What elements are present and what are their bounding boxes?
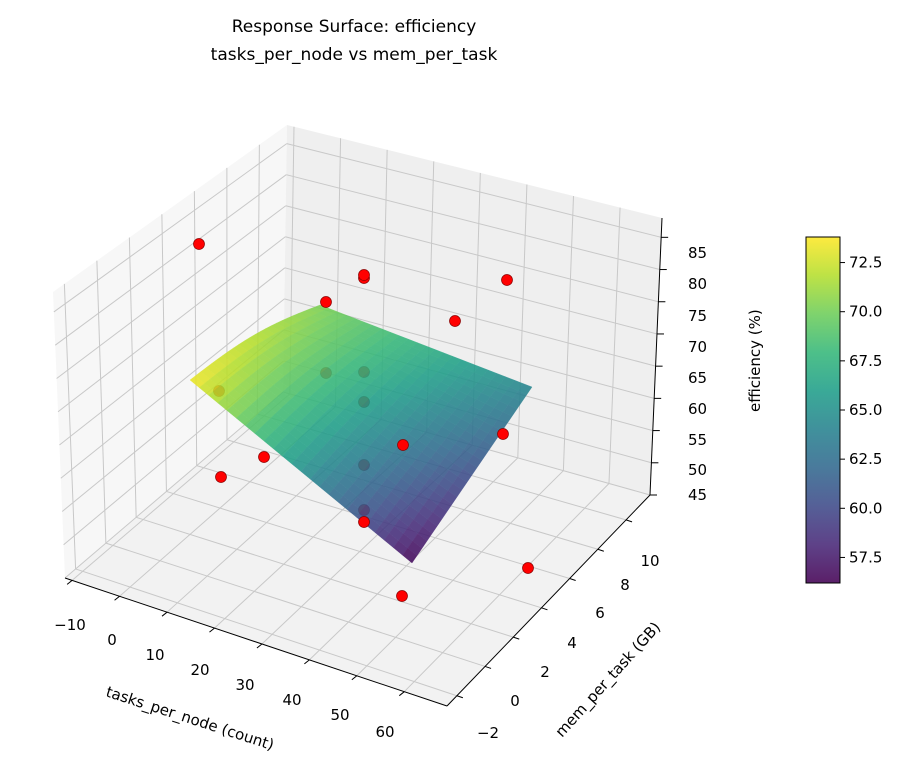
colorbar-tick-label: 62.5: [849, 450, 882, 468]
colorbar-tick-label: 72.5: [849, 254, 882, 272]
y-tick-label: −2: [477, 724, 499, 742]
x-tick: [399, 692, 404, 696]
scatter-point: [216, 472, 227, 483]
x-tick: [115, 596, 120, 600]
z-tick-label: 85: [688, 244, 707, 262]
z-tick-label: 75: [688, 307, 707, 325]
x-tick-label: 40: [282, 691, 301, 709]
y-tick: [570, 579, 576, 581]
x-tick-label: 20: [190, 661, 209, 679]
x-tick-label: 50: [330, 706, 349, 724]
z-tick-label: 45: [688, 486, 707, 504]
z-tick-label: 60: [688, 400, 707, 418]
y-tick-label: 10: [640, 552, 659, 570]
scatter-point: [194, 239, 205, 250]
colorbar: [806, 237, 840, 583]
y-tick-label: 4: [567, 634, 577, 652]
chart-title-line1: Response Surface: efficiency: [232, 17, 477, 37]
x-tick-label: 60: [375, 723, 394, 741]
x-tick-label: −10: [54, 616, 86, 634]
x-tick: [209, 628, 214, 632]
scatter-point: [397, 591, 408, 602]
z-axis-label: efficiency (%): [746, 309, 764, 412]
colorbar-tick-label: 57.5: [849, 548, 882, 566]
z-tick-label: 50: [688, 461, 707, 479]
y-tick: [485, 666, 491, 668]
y-tick-label: 8: [620, 576, 630, 594]
scatter-point: [398, 440, 409, 451]
z-tick-label: 80: [688, 275, 707, 293]
x-tick-label: 0: [107, 631, 117, 649]
x-tick: [162, 612, 167, 616]
scatter-point: [259, 452, 270, 463]
y-tick-label: 6: [595, 604, 605, 622]
x-tick-label: 10: [145, 646, 164, 664]
z-tick-label: 70: [688, 338, 707, 356]
z-tick-label: 55: [688, 431, 707, 449]
scatter-point: [523, 563, 534, 574]
colorbar-tick-label: 65.0: [849, 401, 882, 419]
scatter-point: [450, 316, 461, 327]
scatter-point: [502, 275, 513, 286]
y-tick: [513, 637, 519, 639]
colorbar-tick-label: 70.0: [849, 303, 882, 321]
x-tick: [67, 580, 72, 584]
scatter-point: [359, 517, 370, 528]
scatter-point: [321, 297, 332, 308]
colorbar-ticks: 57.5 60.0 62.5 65.0 67.5 70.0 72.5: [840, 254, 882, 567]
z-tick-label: 65: [688, 369, 707, 387]
y-tick: [598, 549, 604, 551]
y-tick: [457, 696, 463, 698]
colorbar-tick-label: 67.5: [849, 352, 882, 370]
x-tick: [257, 644, 262, 648]
colorbar-tick-label: 60.0: [849, 499, 882, 517]
y-tick-label: 2: [540, 663, 550, 681]
y-tick: [541, 608, 547, 610]
x-tick: [304, 660, 309, 664]
scatter-point: [359, 270, 370, 281]
x-tick: [352, 676, 357, 680]
x-tick-label: 30: [235, 676, 254, 694]
y-tick: [626, 520, 632, 522]
chart-title-line2: tasks_per_node vs mem_per_task: [211, 45, 498, 65]
y-tick-label: 0: [510, 692, 520, 710]
scatter-point: [498, 429, 509, 440]
